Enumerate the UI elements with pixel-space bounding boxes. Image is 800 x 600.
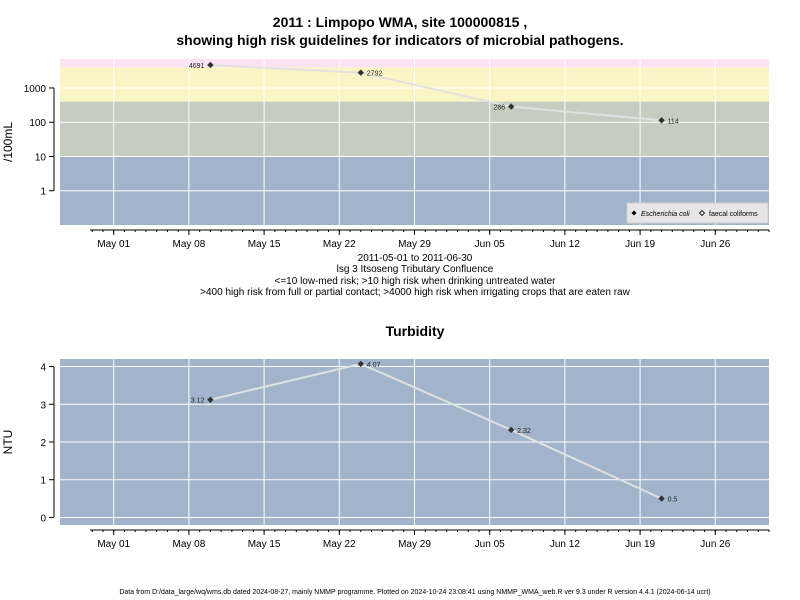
- panel1-y-tick-label: 100: [29, 118, 46, 129]
- panel1-x-tick-label: Jun 26: [700, 239, 730, 250]
- panel2-data-label: 3.12: [191, 398, 205, 405]
- panel1-data-point: [658, 117, 665, 124]
- panel2-y-tick-label: 1: [40, 476, 46, 487]
- chart-title-line2: showing high risk guidelines for indicat…: [176, 32, 624, 48]
- risk-note-2: >400 high risk from full or partial cont…: [200, 287, 630, 298]
- panel1-x-tick-label: Jun 05: [475, 239, 505, 250]
- panel1-y-axis-label: /100mL: [1, 122, 15, 162]
- panel2-x-tick-label: Jun 12: [550, 539, 580, 550]
- footer-note: Data from D:/data_large/wq/wms.db dated …: [119, 589, 711, 596]
- panel1-data-point: [507, 103, 515, 110]
- panel1-data-point: [207, 61, 214, 69]
- panel2-data-point: [507, 426, 515, 434]
- panel2-y-tick-label: 2: [40, 438, 46, 449]
- panel2-y-axis-label: NTU: [1, 430, 15, 455]
- legend-ecoli-label: Escherichia coli: [641, 211, 690, 218]
- panel2-x-tick-label: Jun 05: [475, 539, 505, 550]
- panel2-x-tick-label: May 08: [173, 539, 206, 550]
- panel2-data-label: 2.32: [517, 428, 531, 435]
- panel2-data-point: [357, 360, 364, 368]
- legend-faecal-label: faecal coliforms: [709, 211, 758, 218]
- panel2-data-label: 0.5: [668, 497, 678, 504]
- legend-ecoli-marker: [631, 210, 637, 216]
- panel2-y-tick-label: 4: [40, 363, 46, 374]
- turbidity-title: Turbidity: [385, 323, 445, 339]
- panel2-x-tick-label: Jun 19: [625, 539, 655, 550]
- panel1-data-label: 286: [493, 105, 505, 112]
- site-caption: lsg 3 Itsoseng Tributary Confluence: [336, 264, 494, 275]
- panel1-data-label: 2792: [367, 71, 383, 78]
- panel1-y-tick-label: 1000: [24, 84, 47, 95]
- panel1-x-tick-label: Jun 19: [625, 239, 655, 250]
- date-range-caption: 2011-05-01 to 2011-06-30: [357, 253, 473, 264]
- legend-box: [626, 202, 769, 224]
- panel2-x-tick-label: May 29: [398, 539, 431, 550]
- panel1-data-label: 114: [668, 118, 679, 125]
- panel1-series-line: [210, 64, 662, 122]
- panel2-x-tick-label: Jun 26: [700, 539, 730, 550]
- panel1-y-tick-label: 10: [35, 152, 47, 163]
- panel2-y-tick-label: 3: [40, 400, 46, 411]
- risk-note-1: <=10 low-med risk; >10 high risk when dr…: [274, 276, 556, 287]
- panel1-x-tick-label: May 29: [398, 239, 431, 250]
- panel1-x-tick-label: May 01: [97, 239, 130, 250]
- panel1-x-tick-label: May 15: [248, 239, 281, 250]
- chart-title-line1: 2011 : Limpopo WMA, site 100000815 ,: [272, 14, 528, 30]
- panel2-data-point: [658, 495, 665, 502]
- panel2-data-point: [207, 396, 214, 403]
- panel2-x-tick-label: May 22: [323, 539, 356, 550]
- panel2-series-line: [210, 362, 663, 500]
- panel1-y-tick-label: 1: [40, 187, 46, 198]
- legend-faecal-marker: [698, 209, 706, 217]
- panel2-x-tick-label: May 15: [248, 539, 281, 550]
- panel1-x-tick-label: May 08: [173, 239, 206, 250]
- panel1-x-tick-label: May 22: [323, 239, 356, 250]
- panel1-data-label: 4691: [189, 63, 205, 70]
- panel2-data-label: 4.07: [367, 362, 381, 369]
- panel2-y-tick-label: 0: [40, 513, 46, 524]
- panel1-x-tick-label: Jun 12: [550, 239, 580, 250]
- panel1-data-point: [357, 69, 364, 76]
- panel2-x-tick-label: May 01: [97, 539, 130, 550]
